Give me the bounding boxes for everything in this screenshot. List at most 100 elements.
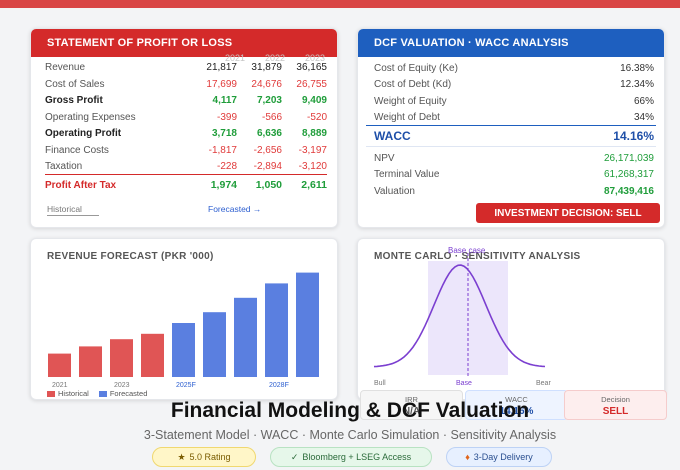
dcf-row-weight-of-equity: Weight of Equity 66%: [374, 93, 654, 109]
pl-year: 2021: [224, 53, 245, 63]
pl-value: -2,656: [253, 144, 282, 156]
pl-value: 3,718: [211, 127, 237, 139]
dcf-label: NPV: [374, 152, 395, 164]
revenue-bar: [48, 353, 71, 377]
pl-label: Revenue: [45, 61, 86, 73]
dcf-row-cost-of-debt: Cost of Debt (Kd) 12.34%: [374, 76, 654, 92]
wacc-mini-value: 14.16%: [499, 406, 534, 417]
fire-icon: ♦: [465, 452, 470, 462]
pl-label: Finance Costs: [45, 144, 109, 156]
pl-value: -228: [216, 160, 237, 172]
pl-row-operating-expenses: Operating Expenses -399 -566 -520: [45, 109, 327, 125]
base-label: Base: [456, 380, 472, 387]
pl-value: 8,889: [301, 127, 327, 139]
bull-label: Bull: [374, 380, 386, 387]
page-title: Financial Modeling & DCF Valuation: [170, 399, 530, 422]
revenue-bar: [141, 333, 164, 377]
revenue-bar: [172, 323, 195, 377]
historical-label: Historical: [47, 204, 99, 216]
monte-carlo-chart: Base case Bull Base Bear: [373, 246, 551, 387]
legend-label: Historical: [58, 389, 89, 398]
pl-value: 2,611: [301, 179, 327, 191]
pl-value: 26,755: [296, 78, 327, 90]
pl-value: 9,409: [301, 94, 327, 106]
wacc-top-rule: [366, 125, 656, 126]
pl-year-headers: 2021 2022 2023: [205, 53, 325, 63]
legend-item-historical: Historical: [47, 389, 89, 398]
pl-row-revenue: Revenue 21,817 31,879 36,165: [45, 59, 327, 75]
data-access-text: Bloomberg + LSEG Access: [302, 452, 412, 462]
pl-row-taxation: Taxation -228 -2,894 -3,120: [45, 158, 327, 174]
pl-value: 24,676: [251, 78, 282, 90]
wacc-row: WACC 14.16%: [374, 127, 654, 145]
revenue-forecast-card: REVENUE FORECAST (PKR '000) 2021 2023 2025…: [30, 238, 338, 400]
pl-value: 21,817: [206, 61, 237, 73]
dcf-value: 66%: [633, 95, 654, 107]
investment-decision-button[interactable]: INVESTMENT DECISION: SELL: [476, 203, 660, 223]
pl-value: -2,894: [253, 160, 282, 172]
pl-value: 36,165: [296, 61, 327, 73]
pl-label: Profit After Tax: [45, 179, 117, 191]
dcf-label: Weight of Equity: [374, 95, 447, 107]
revenue-tick-label: 2025F: [176, 382, 196, 389]
pl-value: -3,197: [298, 144, 327, 156]
delivery-badge: ♦ 3-Day Delivery: [446, 447, 552, 467]
revenue-bar: [296, 272, 319, 377]
pl-value: -566: [261, 111, 282, 123]
decision-card: Decision SELL: [564, 390, 667, 420]
revenue-tick-label: 2023: [114, 382, 130, 389]
dcf-row-valuation: Valuation 87,439,416: [374, 183, 654, 199]
dcf-value: 87,439,416: [603, 185, 654, 197]
wacc-mini-label: WACC: [505, 395, 528, 404]
pl-label: Operating Profit: [45, 127, 122, 139]
bear-label: Bear: [536, 380, 551, 387]
dcf-row-terminal-value: Terminal Value 61,268,317: [374, 166, 654, 182]
pl-value: 31,879: [251, 61, 282, 73]
top-accent-bar: [0, 0, 680, 8]
revenue-bar-chart: 2021 2023 2025F 2028F: [48, 272, 319, 389]
dcf-value: 34%: [633, 111, 654, 123]
dcf-valuation-card: DCF VALUATION · WACC ANALYSIS Cost of Eq…: [357, 28, 665, 228]
dcf-value: 16.38%: [620, 62, 654, 74]
wacc-label: WACC: [374, 129, 411, 143]
pl-value: -1,817: [208, 144, 237, 156]
dcf-row-weight-of-debt: Weight of Debt 34%: [374, 109, 654, 125]
rating-text: 5.0 Rating: [189, 452, 231, 462]
monte-carlo-title: MONTE CARLO · SENSITIVITY ANALYSIS: [374, 251, 581, 262]
revenue-tick-label: 2028F: [269, 382, 289, 389]
revenue-bar: [234, 297, 257, 377]
profit-loss-card: STATEMENT OF PROFIT OR LOSS 2021 2022 20…: [30, 28, 338, 228]
pl-label: Operating Expenses: [45, 111, 136, 123]
revenue-bar: [79, 346, 102, 377]
star-icon: ★: [177, 451, 186, 462]
profit-loss-title: STATEMENT OF PROFIT OR LOSS: [31, 29, 337, 57]
pl-value: -3,120: [298, 160, 327, 172]
irr-label: IRR: [405, 395, 418, 404]
revenue-tick-label: 2021: [52, 382, 68, 389]
revenue-bar: [110, 339, 133, 377]
pl-value: 17,699: [206, 78, 237, 90]
pl-year: 2023: [304, 53, 325, 63]
distribution-curve: [373, 264, 546, 368]
pl-value: -399: [216, 111, 237, 123]
legend-swatch: [98, 391, 107, 398]
rating-badge: ★ 5.0 Rating: [152, 447, 256, 467]
pl-row-gross-profit: Gross Profit 4,117 7,203 9,409: [45, 92, 327, 108]
decision-label: Decision: [601, 395, 630, 404]
wacc-bottom-rule: [366, 146, 656, 147]
page-subtitle: 3-Statement Model · WACC · Monte Carlo S…: [143, 428, 557, 442]
pl-label: Gross Profit: [45, 94, 103, 106]
delivery-text: 3-Day Delivery: [473, 452, 533, 462]
monte-carlo-card: MONTE CARLO · SENSITIVITY ANALYSIS Base …: [357, 238, 665, 400]
revenue-legend: Historical Forecasted: [47, 389, 147, 398]
pl-row-operating-profit: Operating Profit 3,718 6,636 8,889: [45, 125, 327, 141]
pl-label: Taxation: [45, 160, 83, 172]
dcf-title: DCF VALUATION · WACC ANALYSIS: [358, 29, 664, 57]
pl-row-cost-of-sales: Cost of Sales 17,699 24,676 26,755: [45, 76, 327, 92]
dcf-label: Weight of Debt: [374, 111, 440, 123]
data-access-badge: ✓ Bloomberg + LSEG Access: [270, 447, 432, 467]
pl-value: 6,636: [256, 127, 282, 139]
pl-row-profit-after-tax: Profit After Tax 1,974 1,050 2,611: [45, 177, 327, 193]
pl-value: 4,117: [212, 94, 237, 106]
revenue-bar: [203, 312, 226, 377]
